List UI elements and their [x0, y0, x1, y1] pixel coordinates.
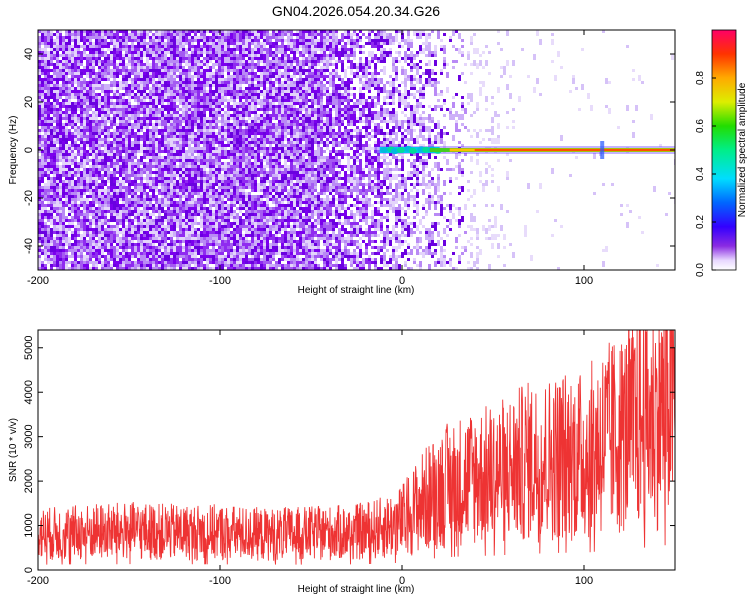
spectrogram-plot-area [38, 30, 675, 270]
spectrogram-y-axis-label: Frequency (Hz) [8, 116, 19, 185]
carrier-spike [600, 141, 605, 159]
carrier-blob [390, 148, 399, 155]
carrier-blob [396, 146, 405, 153]
spectrogram-x-ticks: -200 -100 0 100 [27, 30, 593, 287]
snr-frame [37, 329, 676, 571]
colorbar: 0.0 0.2 0.4 0.6 0.8 Normalized spectral ampl… [695, 29, 748, 277]
snr-panel: -200 -100 0 100 0 1000 2000 3000 4000 5000 Heigh… [8, 329, 676, 595]
carrier-red-core [474, 149, 675, 151]
snr-y-tick-label: 3000 [23, 424, 35, 448]
spectrogram-y-tick-label: 20 [23, 96, 35, 108]
snr-x-tick-label: 100 [575, 575, 593, 587]
snr-series-line [38, 330, 675, 565]
spectrogram-x-tick-label: -100 [209, 275, 231, 287]
colorbar-tick-label: 0.8 [695, 71, 706, 85]
colorbar-tick-label: 0.0 [695, 263, 706, 277]
spectrogram-y-tick-label: 40 [23, 48, 35, 60]
snr-y-tick-label: 5000 [23, 336, 35, 360]
colorbar-label: Normalized spectral amplitude [737, 82, 748, 217]
colorbar-tick-label: 0.6 [695, 119, 706, 133]
chart-title: GN04.2026.054.20.34.G26 [272, 3, 440, 19]
spectrogram-y-tick-label: 0 [23, 147, 35, 153]
snr-x-tick-label: -100 [209, 575, 231, 587]
snr-x-tick-label: 0 [399, 575, 405, 587]
spectrogram-y-ticks: -40 -20 0 20 40 [23, 48, 675, 254]
snr-y-axis-label: SNR (10 * v/v) [8, 418, 19, 482]
snr-y-tick-label: 2000 [23, 469, 35, 493]
colorbar-gradient [711, 29, 737, 271]
snr-y-tick-label: 0 [23, 567, 35, 573]
colorbar-tick-label: 0.2 [695, 215, 706, 229]
spectrogram-y-tick-label: -20 [23, 190, 35, 206]
snr-y-tick-label: 4000 [23, 380, 35, 404]
snr-y-ticks: 0 1000 2000 3000 4000 5000 [23, 336, 675, 573]
carrier-blob [380, 147, 389, 154]
spectrogram-x-tick-label: 0 [399, 275, 405, 287]
snr-x-ticks: -200 -100 0 100 [27, 330, 593, 587]
carrier-blob [408, 147, 417, 154]
spectrogram-y-tick-label: -40 [23, 238, 35, 254]
spectrogram-x-tick-label: -200 [27, 275, 49, 287]
colorbar-tick-label: 0.4 [695, 167, 706, 181]
spectrogram-x-tick-label: 100 [575, 275, 593, 287]
snr-x-axis-label: Height of straight line (km) [298, 584, 415, 595]
snr-x-tick-label: -200 [27, 575, 49, 587]
spectrogram-x-axis-label: Height of straight line (km) [298, 285, 415, 296]
carrier-blob [422, 146, 431, 153]
snr-plot-area [38, 330, 675, 565]
snr-y-tick-label: 1000 [23, 513, 35, 537]
colorbar-ticks: 0.0 0.2 0.4 0.6 0.8 [695, 71, 716, 277]
